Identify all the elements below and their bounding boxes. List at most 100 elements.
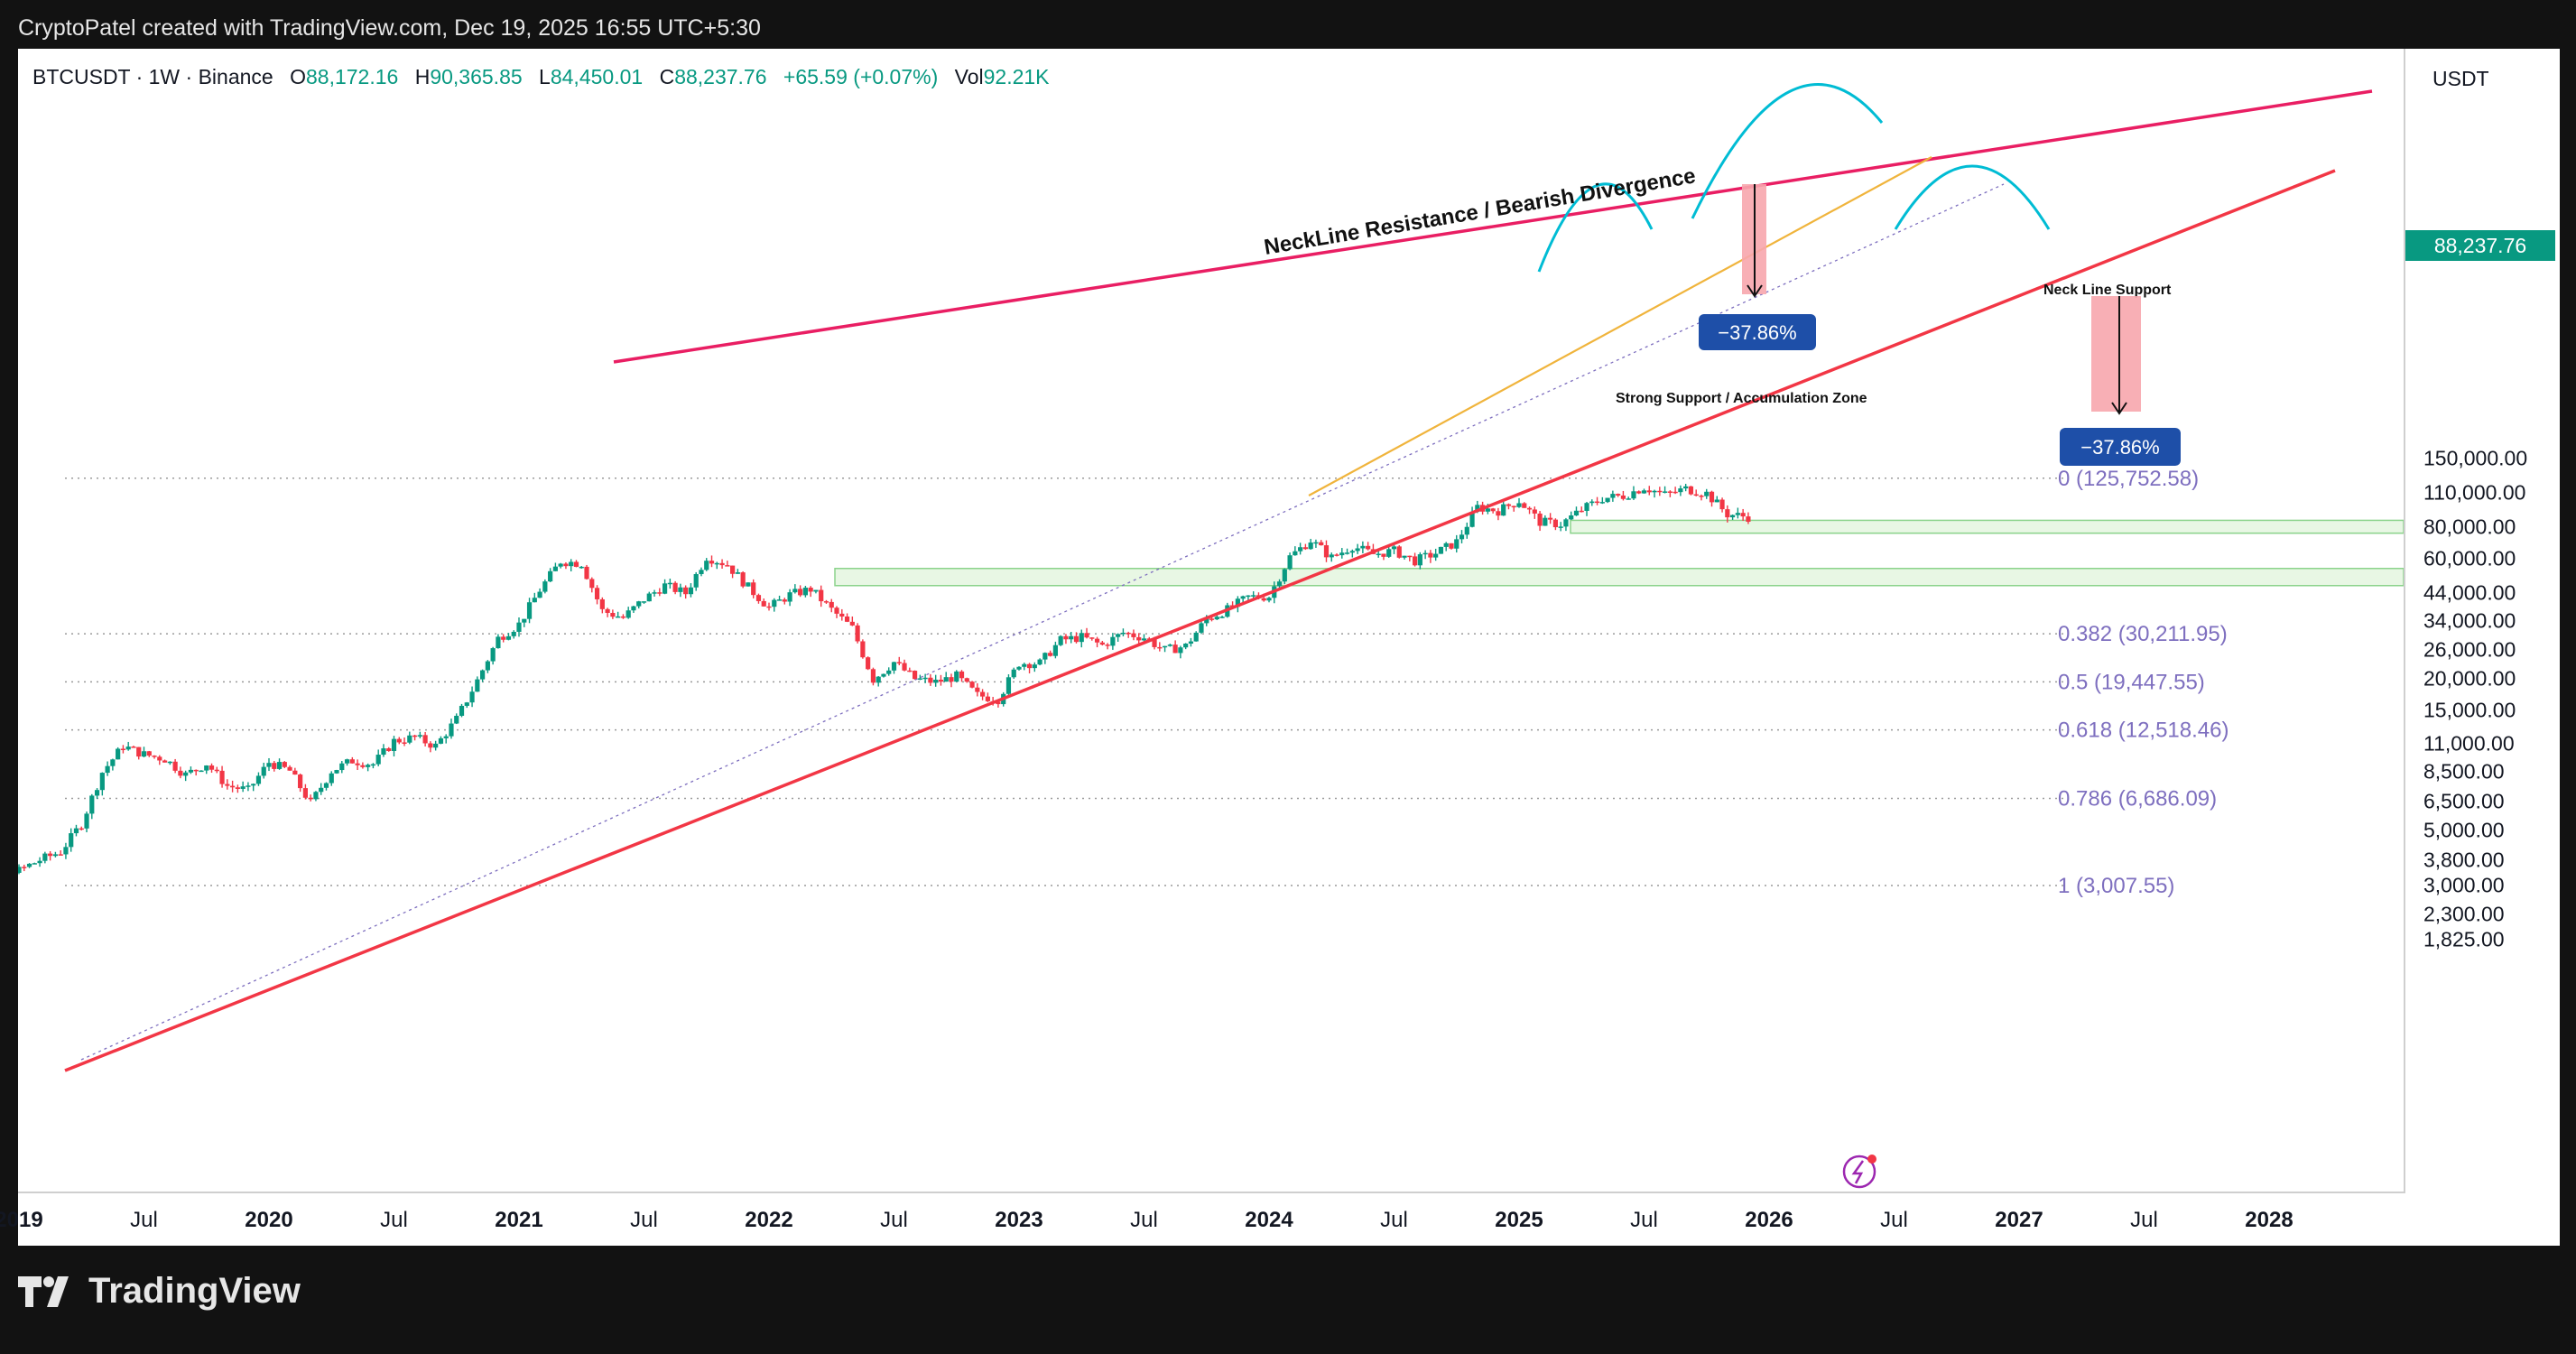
candle-body xyxy=(704,561,709,570)
candle-body xyxy=(1246,595,1251,598)
symbol-name[interactable]: BTCUSDT · 1W · Binance xyxy=(32,65,273,88)
tradingview-logo-icon xyxy=(18,1275,69,1307)
candle-body xyxy=(1209,618,1215,620)
time-tick-label: Jul xyxy=(2130,1208,2158,1232)
candle-body xyxy=(1428,552,1433,558)
candle-body xyxy=(1105,645,1110,646)
candle-body xyxy=(469,691,475,703)
candle-body xyxy=(552,566,558,571)
candle-body xyxy=(459,705,465,716)
candle-body xyxy=(505,635,512,640)
candle-body xyxy=(355,763,360,765)
close-label: C xyxy=(659,65,675,88)
candle-body xyxy=(1376,553,1381,555)
candle-body xyxy=(1641,490,1647,494)
candle-body xyxy=(1543,517,1548,526)
candle-body xyxy=(366,765,371,767)
candle-body xyxy=(646,593,652,602)
candle-body xyxy=(1157,646,1163,649)
candle-body xyxy=(1293,551,1298,556)
candle-body xyxy=(772,599,777,607)
candle-body xyxy=(610,612,616,617)
time-axis[interactable]: 2019 Jul 2020 Jul 2021 Jul 2022 Jul 2023 Jul 2024 J… xyxy=(0,1193,2404,1246)
candle-body xyxy=(573,561,579,567)
candle-body xyxy=(1188,641,1194,644)
low-label: L xyxy=(539,65,551,88)
candle-body xyxy=(1454,539,1459,549)
candle-body xyxy=(1464,526,1469,535)
candle-body xyxy=(339,763,345,771)
candle-body xyxy=(428,743,433,748)
candle-body xyxy=(829,601,834,608)
candle-body xyxy=(1573,510,1580,515)
candle-body xyxy=(32,863,37,865)
candle-body xyxy=(496,636,501,649)
candle-body xyxy=(1162,645,1168,648)
candle-body xyxy=(912,671,918,680)
candle-body xyxy=(1740,513,1746,517)
candle-body xyxy=(672,582,678,592)
time-tick-label: 2020 xyxy=(245,1208,293,1232)
candle-body xyxy=(199,770,204,773)
close-value: 88,237.76 xyxy=(674,65,767,88)
candle-body xyxy=(1079,633,1084,643)
candle-body xyxy=(954,671,959,682)
candle-body xyxy=(683,587,689,595)
candle-body xyxy=(620,616,626,618)
candle-body xyxy=(1026,663,1033,669)
drop-label-1: −37.86% xyxy=(1718,321,1796,344)
candle-body xyxy=(1052,645,1058,656)
price-tick-label: 44,000.00 xyxy=(2423,580,2516,605)
candle-body xyxy=(1313,542,1319,544)
candle-body xyxy=(26,863,32,867)
candle-body xyxy=(1287,555,1293,570)
candle-body xyxy=(1438,546,1444,554)
volume-value: 92.21K xyxy=(983,65,1050,88)
candle-body xyxy=(94,790,100,796)
candle-body xyxy=(1032,664,1037,669)
candle-body xyxy=(735,572,740,574)
candle-body xyxy=(1214,617,1219,620)
candle-body xyxy=(52,854,58,857)
candle-body xyxy=(823,601,829,603)
candle-body xyxy=(1563,519,1569,527)
candle-body xyxy=(1725,509,1730,518)
neck-line-support-zone xyxy=(1570,519,2405,534)
candle-body xyxy=(1662,491,1668,493)
candle-body xyxy=(688,587,694,595)
price-tick-label: 5,000.00 xyxy=(2423,818,2505,842)
candle-body xyxy=(246,785,251,787)
candle-body xyxy=(766,606,772,608)
candle-body xyxy=(1334,554,1339,556)
candle-body xyxy=(193,769,199,772)
candle-body xyxy=(1167,645,1172,646)
candle-body xyxy=(219,770,225,784)
candle-body xyxy=(1089,637,1095,639)
candle-body xyxy=(214,769,219,772)
price-axis-unit[interactable]: USDT xyxy=(2432,67,2489,90)
candle-body xyxy=(1605,497,1610,503)
price-tick-label: 80,000.00 xyxy=(2423,515,2516,539)
candle-body xyxy=(1646,490,1652,493)
candle-body xyxy=(589,579,595,589)
candle-body xyxy=(569,561,574,567)
candle-body xyxy=(1302,547,1308,550)
candle-body xyxy=(755,595,762,601)
price-axis[interactable]: USDT 88,237.76 150,000.00 110,000.00 80,00… xyxy=(2405,49,2560,1192)
time-tick-label: Jul xyxy=(630,1208,658,1232)
candle-body xyxy=(792,589,798,593)
candle-body xyxy=(1261,598,1266,601)
candle-body xyxy=(1308,543,1313,550)
chart-plot-area[interactable]: 0 (125,752.58) 0.382 (30,211.95) 0.5 (19,4… xyxy=(0,49,2405,1193)
fib-label: 0.786 (6,686.09) xyxy=(2058,786,2217,811)
candle-body xyxy=(969,682,975,688)
candle-body xyxy=(1063,635,1069,640)
candle-body xyxy=(1323,545,1330,558)
candle-body xyxy=(1709,491,1715,503)
candle-body xyxy=(319,787,324,793)
candle-body xyxy=(1011,669,1016,678)
candle-body xyxy=(667,582,672,585)
tradingview-logo-text: TradingView xyxy=(88,1271,301,1311)
candle-body xyxy=(876,676,881,683)
candle-body xyxy=(1417,554,1422,566)
